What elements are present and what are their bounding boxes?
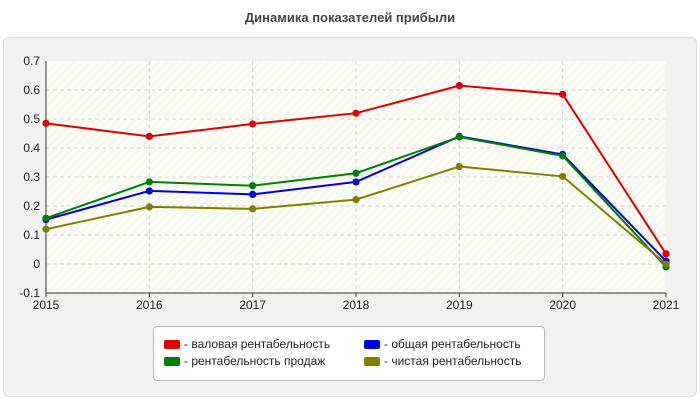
data-point-series-0: [42, 119, 50, 127]
x-tick-label: 2018: [343, 298, 370, 312]
data-point-series-1: [249, 190, 257, 198]
y-tick-label: 0.2: [23, 199, 40, 213]
data-point-series-2: [145, 178, 153, 186]
x-tick-label: 2016: [136, 298, 163, 312]
data-point-series-3: [455, 162, 463, 171]
y-tick-label: 0.7: [23, 54, 40, 68]
y-tick-label: 0: [33, 257, 40, 271]
legend-label: - валовая рентабельность: [184, 337, 331, 351]
data-point-series-2: [559, 152, 567, 160]
data-point-series-3: [249, 205, 257, 213]
data-point-series-2: [249, 182, 257, 190]
data-point-series-3: [559, 172, 567, 181]
data-point-series-0: [559, 90, 567, 98]
x-tick-label: 2017: [239, 298, 266, 312]
x-tick-label: 2021: [653, 298, 680, 312]
data-point-series-3: [352, 196, 360, 204]
data-point-series-1: [352, 178, 360, 186]
y-tick-label: 0.5: [23, 112, 40, 126]
data-point-series-2: [352, 169, 360, 177]
legend-label: - чистая рентабельность: [384, 354, 522, 368]
data-point-series-0: [145, 132, 153, 140]
y-tick-label: -0.1: [19, 286, 40, 300]
data-point-series-3: [662, 260, 670, 268]
x-tick-label: 2019: [446, 298, 473, 312]
data-point-series-2: [455, 133, 463, 141]
y-tick-label: 0.1: [23, 228, 40, 242]
data-point-series-1: [145, 187, 153, 195]
legend-swatch: [164, 357, 180, 366]
data-point-series-2: [42, 214, 50, 222]
chart-title: Динамика показателей прибыли: [244, 10, 456, 25]
y-tick-label: 0.6: [23, 83, 40, 97]
legend-label: - общая рентабельность: [384, 337, 521, 351]
legend-swatch: [364, 340, 380, 349]
legend-item-gross-margin: - валовая рентабельность: [164, 337, 330, 351]
data-point-series-0: [455, 82, 463, 90]
data-point-series-3: [42, 225, 50, 233]
data-point-series-0: [662, 250, 670, 258]
data-point-series-0: [352, 109, 360, 117]
legend-label: - рентабельность продаж: [184, 354, 326, 368]
legend: - валовая рентабельность - общая рентабе…: [153, 326, 545, 381]
legend-item-net-margin: - чистая рентабельность: [364, 354, 521, 368]
x-tick-label: 2020: [549, 298, 576, 312]
y-tick-label: 0.3: [23, 170, 40, 184]
y-tick-label: 0.4: [23, 141, 40, 155]
legend-item-total-margin: - общая рентабельность: [364, 337, 521, 351]
legend-swatch: [164, 340, 180, 349]
legend-item-sales-margin: - рентабельность продаж: [164, 354, 325, 368]
data-point-series-0: [249, 120, 257, 128]
legend-swatch: [364, 357, 380, 366]
x-tick-label: 2015: [33, 298, 60, 312]
data-point-series-3: [145, 203, 153, 211]
